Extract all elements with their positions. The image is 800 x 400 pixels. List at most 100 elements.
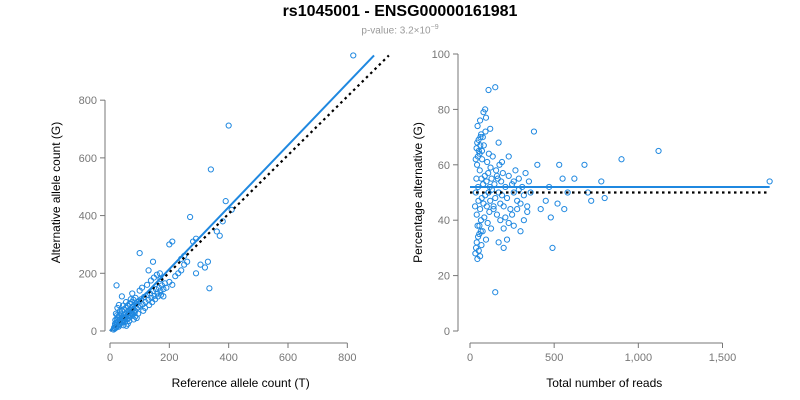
left-data-point <box>213 228 220 235</box>
chart-subtitle: p-value: 3.2×10−9 <box>0 24 800 36</box>
left-data-point <box>175 270 182 277</box>
chart-title: rs1045001 - ENSG00000161981 <box>282 3 518 20</box>
right-data-point <box>483 178 490 185</box>
left-data-point <box>216 232 223 239</box>
right-data-point <box>482 128 489 135</box>
right-data-point <box>490 206 497 213</box>
left-y-tick-label: 800 <box>79 95 97 107</box>
left-data-point <box>184 258 191 265</box>
right-data-point <box>473 239 480 246</box>
right-data-point <box>485 170 492 177</box>
left-data-point <box>153 271 160 278</box>
right-data-point <box>655 147 662 155</box>
right-data-point <box>495 139 502 146</box>
right-data-point <box>556 161 563 168</box>
left-data-point <box>116 307 124 314</box>
right-data-point <box>499 170 506 177</box>
left-data-point <box>225 122 232 129</box>
right-data-point <box>476 167 483 174</box>
left-data-point <box>127 296 134 303</box>
right-data-point <box>503 236 511 243</box>
left-data-point <box>112 310 120 317</box>
left-x-tick-label: 600 <box>279 352 297 364</box>
right-data-point <box>481 214 488 221</box>
left-y-tick-label: 400 <box>79 211 97 223</box>
left-data-point <box>219 218 226 225</box>
right-data-point <box>542 197 549 204</box>
right-x-tick-label: 1,500 <box>709 352 737 364</box>
right-x-tick-label: 500 <box>545 352 563 364</box>
left-x-tick-label: 200 <box>160 352 178 364</box>
right-data-point <box>508 211 516 218</box>
left-data-point <box>122 299 130 306</box>
left-data-point <box>149 258 157 265</box>
right-data-point <box>473 161 481 168</box>
right-data-point <box>479 228 486 235</box>
right-data-point <box>483 203 490 210</box>
right-data-point <box>517 228 524 235</box>
left-fit-line <box>109 54 375 332</box>
left-x-tick-label: 400 <box>219 352 237 364</box>
right-y-tick-label: 20 <box>438 271 450 283</box>
right-data-point <box>510 189 517 196</box>
p-value-text: p-value: 3.2×10 <box>361 25 431 37</box>
right-data-point <box>492 84 499 91</box>
left-data-point <box>135 310 142 317</box>
left-data-point <box>204 258 211 265</box>
right-y-tick-label: 0 <box>444 326 450 338</box>
right-data-point <box>475 247 482 254</box>
right-data-point <box>497 200 504 207</box>
left-data-point <box>131 310 138 317</box>
left-y-axis-title: Alternative allele count (G) <box>49 122 63 263</box>
right-data-point <box>510 222 517 229</box>
right-data-point <box>474 233 482 240</box>
right-data-point <box>601 194 608 202</box>
left-data-point <box>206 285 213 292</box>
right-data-point <box>500 203 507 210</box>
right-data-point <box>478 147 486 155</box>
right-data-point <box>475 136 482 143</box>
left-data-point <box>172 273 179 280</box>
right-data-point <box>520 192 527 199</box>
left-data-point <box>138 284 146 291</box>
left-data-point <box>201 264 209 271</box>
right-data-point <box>537 206 544 213</box>
p-value-exponent: −9 <box>430 24 439 31</box>
left-data-point <box>163 284 170 291</box>
right-data-point <box>554 200 561 207</box>
right-data-point <box>474 222 481 229</box>
right-data-point <box>477 217 485 224</box>
left-data-point <box>156 270 163 277</box>
right-data-point <box>487 164 494 171</box>
right-data-point <box>478 242 485 249</box>
right-data-point <box>477 253 484 260</box>
left-data-point <box>160 286 167 293</box>
right-data-point <box>527 189 534 196</box>
right-data-point <box>564 189 571 196</box>
left-data-point <box>166 241 173 248</box>
left-data-point <box>228 206 235 213</box>
right-data-point <box>503 194 511 202</box>
left-data-point <box>129 290 136 297</box>
right-data-point <box>490 203 497 210</box>
left-y-tick-label: 200 <box>79 268 97 280</box>
right-data-point <box>561 206 568 213</box>
right-data-point <box>482 106 489 113</box>
right-data-point <box>571 175 578 182</box>
right-data-point <box>482 236 490 243</box>
right-data-point <box>477 117 484 124</box>
right-data-point <box>766 178 773 185</box>
left-data-point <box>118 293 125 300</box>
right-data-point <box>492 167 500 174</box>
right-data-point <box>487 225 495 232</box>
left-data-point <box>150 274 158 281</box>
left-data-point <box>141 304 149 312</box>
right-x-axis-title: Total number of reads <box>546 376 662 390</box>
right-data-point <box>500 244 507 251</box>
right-data-point <box>477 206 484 213</box>
left-data-point <box>145 267 152 274</box>
right-data-point <box>559 175 566 182</box>
right-data-point <box>484 158 491 166</box>
